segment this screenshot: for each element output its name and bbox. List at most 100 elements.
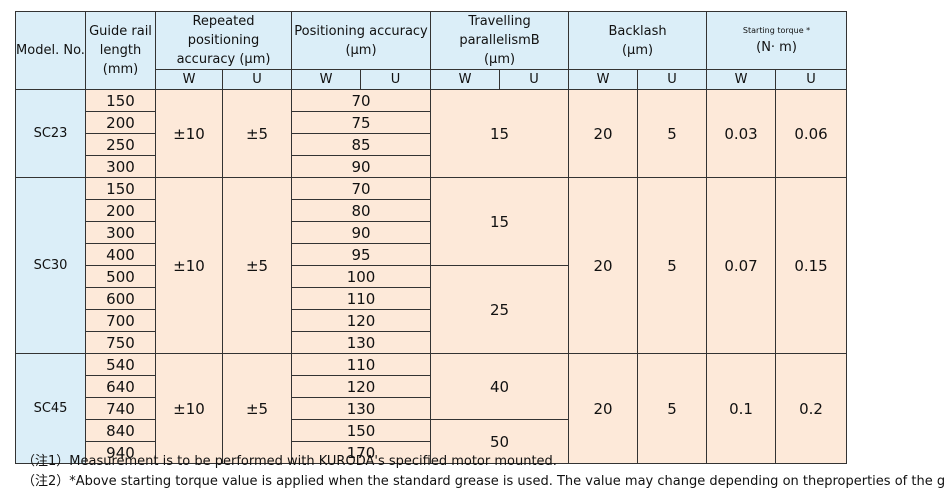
backlash-u-cell: 5 bbox=[637, 353, 708, 464]
header-torque-u: U bbox=[775, 69, 848, 90]
header-position: Positioning accuracy (μm) bbox=[290, 11, 432, 70]
header-parallel: Travelling parallelismB (μm) bbox=[430, 11, 570, 70]
table-row: 840 150 50 bbox=[16, 419, 847, 464]
torque-w-cell: 0.07 bbox=[706, 177, 777, 354]
table-row: 750 130 bbox=[16, 331, 847, 354]
footnote-2: （注2）*Above starting torque value is appl… bbox=[22, 474, 946, 489]
model-cell: SC30 bbox=[15, 177, 86, 354]
table-row: 300 90 bbox=[16, 155, 847, 178]
repeat-w-cell: ±10 bbox=[155, 89, 223, 178]
header-position-line1: Positioning accuracy bbox=[294, 23, 428, 39]
header-parallel-u: U bbox=[499, 69, 570, 90]
header-backlash-w: W bbox=[568, 69, 639, 90]
table-row: 600 110 bbox=[16, 287, 847, 310]
table-row: SC23 150 ±10 ±5 70 15 20 5 0.03 0.06 bbox=[15, 89, 848, 178]
positioning-cell: 110 bbox=[290, 287, 432, 310]
parallelism-cell: 25 bbox=[430, 265, 570, 354]
header-parallel-line2: (μm) bbox=[483, 52, 516, 67]
rail-length-cell: 250 bbox=[85, 133, 156, 156]
header-torque-w: W bbox=[706, 69, 777, 90]
header-rail: Guide rail length (mm) bbox=[85, 11, 156, 90]
parallelism-cell: 40 bbox=[430, 353, 570, 420]
table-row: 400 95 bbox=[16, 243, 847, 266]
torque-u-cell: 0.06 bbox=[775, 89, 848, 178]
header-rail-line3: (mm) bbox=[102, 62, 139, 77]
table-row: 250 85 bbox=[16, 133, 847, 156]
repeat-w-cell: ±10 bbox=[155, 177, 223, 354]
header-torque: Starting torque * (N· m) bbox=[706, 11, 848, 70]
header-rail-line1: Guide rail bbox=[89, 24, 152, 39]
footnotes: （注1）Measurement is to be performed with … bbox=[22, 452, 946, 492]
positioning-cell: 80 bbox=[290, 199, 432, 222]
backlash-w-cell: 20 bbox=[568, 353, 639, 464]
repeat-w-cell: ±10 bbox=[155, 353, 223, 464]
positioning-cell: 120 bbox=[290, 309, 432, 332]
parallelism-cell: 50 bbox=[430, 419, 570, 464]
backlash-w-cell: 20 bbox=[568, 89, 639, 178]
header-repeat-line1: Repeated positioning bbox=[187, 14, 260, 48]
backlash-w-cell: 20 bbox=[568, 177, 639, 354]
header-backlash-line2: (μm) bbox=[621, 42, 654, 58]
positioning-cell: 70 bbox=[290, 89, 432, 112]
table-row: 740 130 bbox=[16, 397, 847, 420]
positioning-cell: 170 bbox=[290, 441, 432, 464]
parallelism-cell: 15 bbox=[430, 89, 570, 178]
header-rail-line2: length bbox=[99, 43, 142, 58]
torque-w-cell: 0.03 bbox=[706, 89, 777, 178]
table-row: SC30 150 ±10 ±5 70 15 20 5 0.07 0.15 bbox=[15, 177, 848, 354]
torque-u-cell: 0.15 bbox=[775, 177, 848, 354]
repeat-u-cell: ±5 bbox=[222, 177, 292, 354]
torque-w-cell: 0.1 bbox=[706, 353, 777, 464]
model-cell: SC23 bbox=[15, 89, 86, 178]
header-position-w: W bbox=[291, 69, 361, 90]
rail-length-cell: 640 bbox=[85, 375, 156, 398]
table-row: SC45 540 ±10 ±5 110 40 20 5 0.1 0.2 bbox=[15, 353, 848, 464]
rail-length-cell: 200 bbox=[85, 199, 156, 222]
table-row: 940 170 bbox=[16, 441, 847, 464]
positioning-cell: 120 bbox=[290, 375, 432, 398]
positioning-cell: 90 bbox=[290, 221, 432, 244]
table-row: 500 100 25 bbox=[16, 265, 847, 354]
rail-length-cell: 300 bbox=[85, 221, 156, 244]
header-position-line2: (μm) bbox=[345, 42, 377, 58]
positioning-cell: 100 bbox=[290, 265, 432, 288]
backlash-u-cell: 5 bbox=[637, 89, 708, 178]
header-repeat-u: U bbox=[222, 69, 292, 90]
header-model: Model. No. bbox=[15, 11, 86, 90]
rail-length-cell: 200 bbox=[85, 111, 156, 134]
table-row: 300 90 bbox=[16, 221, 847, 244]
header-parallel-w: W bbox=[430, 69, 501, 90]
rail-length-cell: 150 bbox=[85, 89, 156, 112]
header-torque-line2: (N· m) bbox=[756, 40, 797, 55]
table-row: 200 75 bbox=[16, 111, 847, 134]
torque-u-cell: 0.2 bbox=[775, 353, 848, 464]
rail-length-cell: 750 bbox=[85, 331, 156, 354]
rail-length-cell: 400 bbox=[85, 243, 156, 266]
positioning-cell: 110 bbox=[290, 353, 432, 376]
rail-length-cell: 940 bbox=[85, 441, 156, 464]
rail-length-cell: 600 bbox=[85, 287, 156, 310]
rail-length-cell: 300 bbox=[85, 155, 156, 178]
header-repeat-line2: accuracy (μm) bbox=[176, 52, 271, 67]
positioning-cell: 130 bbox=[290, 331, 432, 354]
parallelism-cell: 15 bbox=[430, 177, 570, 266]
footnote-1: （注1）Measurement is to be performed with … bbox=[22, 454, 557, 469]
rail-length-cell: 540 bbox=[85, 353, 156, 376]
header-torque-line1: Starting torque * bbox=[742, 26, 811, 35]
rail-length-cell: 840 bbox=[85, 419, 156, 442]
header-parallel-line1: Travelling parallelismB bbox=[459, 14, 540, 48]
rail-length-cell: 700 bbox=[85, 309, 156, 332]
positioning-cell: 90 bbox=[290, 155, 432, 178]
header-backlash-u: U bbox=[637, 69, 708, 90]
rail-length-cell: 740 bbox=[85, 397, 156, 420]
header-repeat-w: W bbox=[155, 69, 223, 90]
repeat-u-cell: ±5 bbox=[222, 353, 292, 464]
table-row: 640 120 bbox=[16, 375, 847, 398]
model-cell: SC45 bbox=[15, 353, 86, 464]
header-backlash-line1: Backlash bbox=[608, 23, 667, 39]
rail-length-cell: 150 bbox=[85, 177, 156, 200]
header-model-label: Model. No. bbox=[16, 43, 85, 58]
positioning-cell: 75 bbox=[290, 111, 432, 134]
spec-table: Model. No. Guide rail length (mm) Repeat… bbox=[15, 11, 848, 464]
header-position-u: U bbox=[359, 69, 432, 90]
